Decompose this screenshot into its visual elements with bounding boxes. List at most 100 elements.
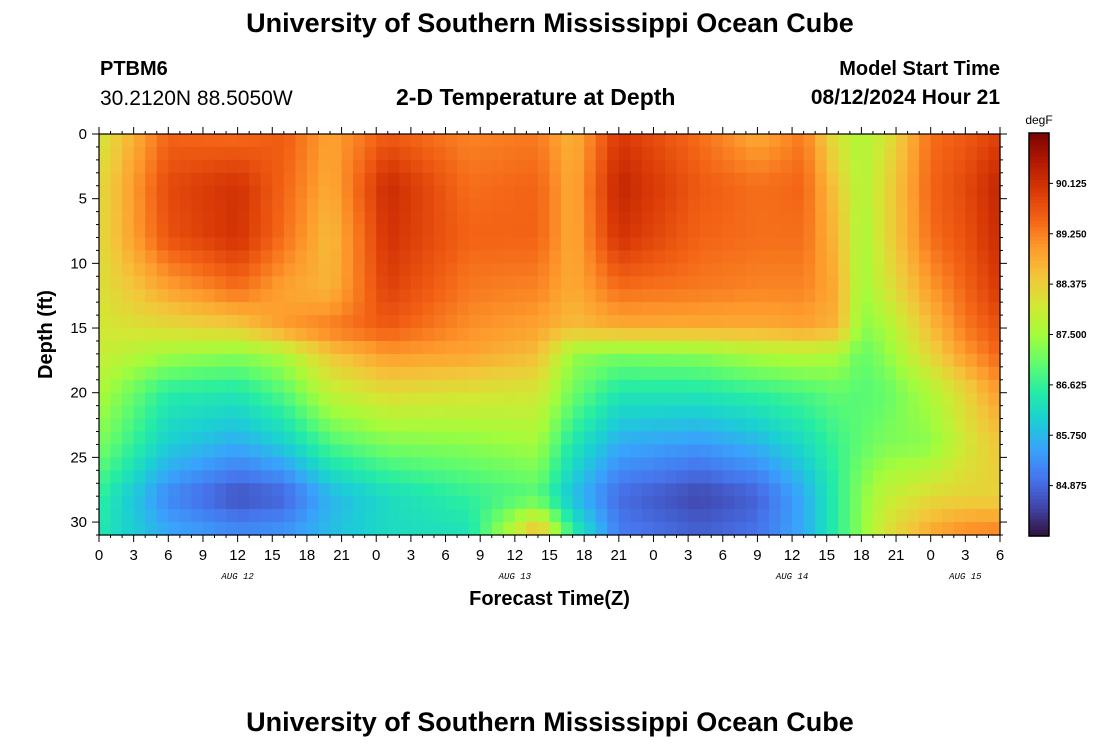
y-tick-label: 0 [79,126,87,143]
heatmap-cell [872,289,886,303]
heatmap-cell [214,237,227,252]
heatmap-cell [630,159,643,174]
heatmap-cell [514,185,527,200]
heatmap-cell [919,353,932,368]
heatmap-cell [202,405,216,420]
heatmap-cell [884,431,897,446]
heatmap-cell [953,276,966,290]
heatmap-cell [676,263,689,277]
heatmap-cell [191,315,204,329]
heatmap-cell [491,328,504,342]
heatmap-cell [676,366,689,381]
heatmap-cell [491,198,504,213]
heatmap-cell [433,340,447,355]
heatmap-cell [872,444,886,458]
heatmap-cell [896,276,909,290]
heatmap-cell [815,289,828,303]
heatmap-cell [838,250,851,264]
heatmap-cell [353,392,366,407]
colorbar-swatch [1029,233,1049,238]
heatmap-cell [803,392,816,407]
heatmap-cell [965,496,978,510]
heatmap-cell [283,392,296,407]
heatmap-cell [480,509,493,523]
heatmap-cell [514,418,527,433]
heatmap-cell [537,172,551,187]
colorbar-swatch [1029,371,1049,376]
heatmap-cell [514,509,527,523]
heatmap-cell [953,211,966,226]
heatmap-cell [815,340,828,355]
x-tick-label: 15 [264,547,281,564]
heatmap-cell [849,159,862,174]
heatmap-cell [179,353,193,368]
heatmap-cell [745,198,759,213]
heatmap-cell [249,496,262,510]
heatmap-cell [445,146,458,161]
heatmap-cell [838,353,851,368]
heatmap-cell [491,276,504,290]
heatmap-cell [445,405,458,420]
heatmap-cell [202,276,216,290]
heatmap-cell [988,146,1001,161]
heatmap-cell [468,379,481,394]
colorbar-swatch [1029,502,1049,507]
heatmap-cell [122,250,135,264]
heatmap-cell [122,470,135,484]
heatmap-cell [768,457,782,471]
heatmap-cell [896,444,909,458]
heatmap-cell [341,444,354,458]
heatmap-cell [514,211,527,226]
heatmap-cell [699,250,712,264]
heatmap-cell [699,379,712,394]
heatmap-cell [399,211,412,226]
heatmap-cell [803,405,816,420]
heatmap-cell [110,418,123,433]
x-tick-label: 0 [649,547,657,564]
heatmap-cell [214,509,227,523]
heatmap-cell [387,172,400,187]
colorbar-swatch [1029,421,1049,426]
heatmap-cell [295,263,308,277]
heatmap-cell [734,263,747,277]
heatmap-cell [595,289,608,303]
heatmap-cell [676,276,689,290]
heatmap-cell [179,366,193,381]
heatmap-cell [815,496,828,510]
heatmap-cell [607,366,620,381]
heatmap-cell [942,483,955,497]
heatmap-cell [803,224,816,239]
heatmap-cell [283,237,296,252]
heatmap-cell [988,496,1001,510]
heatmap-cell [480,522,493,536]
heatmap-cell [595,392,608,407]
heatmap-cell [965,198,978,213]
heatmap-cell [815,444,828,458]
heatmap-cell [445,444,458,458]
heatmap-cell [907,185,920,200]
heatmap-cell [896,263,909,277]
heatmap-cell [757,224,770,239]
heatmap-cell [399,392,412,407]
heatmap-cell [838,457,851,471]
heatmap-cell [526,457,539,471]
heatmap-cell [214,328,227,342]
heatmap-cell [618,211,631,226]
heatmap-cell [445,289,458,303]
heatmap-cell [214,224,227,239]
heatmap-cell [780,315,793,329]
heatmap-cell [595,470,608,484]
heatmap-cell [514,366,527,381]
heatmap-cell [214,302,227,316]
heatmap-cell [942,289,955,303]
heatmap-cell [295,276,308,290]
heatmap-cell [953,315,966,329]
heatmap-cell [815,522,828,536]
heatmap-cell [745,211,759,226]
heatmap-cell [514,444,527,458]
heatmap-cell [156,496,169,510]
heatmap-cell [283,483,296,497]
heatmap-cell [872,457,886,471]
heatmap-cell [260,444,273,458]
heatmap-cell [676,146,689,161]
